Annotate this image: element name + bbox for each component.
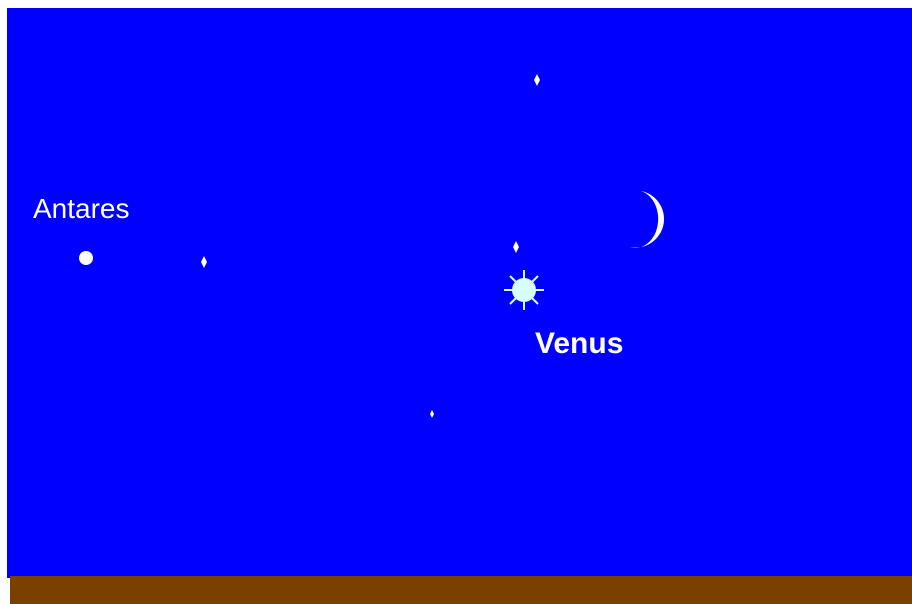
star [430,410,434,418]
star [534,74,540,86]
sky [7,8,912,578]
venus-planet [504,270,544,310]
antares-star [79,251,93,265]
venus-label: Venus [535,327,623,360]
star [201,256,207,268]
star [513,241,519,253]
moon [630,191,665,248]
antares-label: Antares [33,193,130,224]
ground [10,576,912,604]
